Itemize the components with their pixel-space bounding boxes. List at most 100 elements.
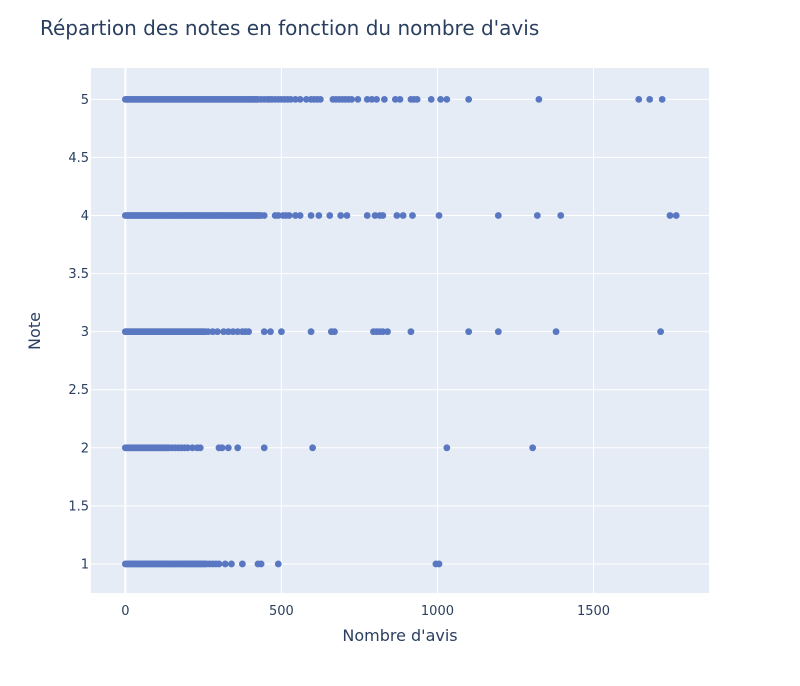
data-point	[228, 560, 235, 568]
data-point	[658, 95, 666, 103]
data-point	[287, 95, 295, 103]
data-point	[435, 212, 443, 219]
data-point	[257, 560, 265, 568]
x-axis-title: Nombre d'avis	[342, 626, 457, 645]
data-point	[317, 95, 324, 103]
data-point	[399, 212, 407, 219]
data-point	[296, 95, 304, 103]
data-point	[465, 328, 473, 336]
data-point	[391, 95, 399, 103]
data-point	[238, 560, 246, 568]
data-point	[267, 328, 274, 336]
data-point	[380, 95, 388, 103]
data-point	[277, 328, 285, 336]
data-point	[229, 328, 237, 336]
y-tick-label: 2	[81, 441, 89, 456]
data-point	[354, 95, 362, 103]
data-point	[348, 95, 356, 103]
data-point	[373, 95, 380, 103]
data-point	[343, 212, 351, 219]
data-point	[220, 328, 228, 336]
data-point	[435, 560, 443, 568]
data-point	[224, 444, 232, 452]
y-tick-label: 3	[81, 325, 89, 340]
data-point	[443, 444, 451, 452]
data-point	[221, 560, 229, 568]
data-point	[533, 212, 541, 219]
data-point	[407, 328, 415, 336]
data-point	[204, 328, 212, 336]
x-axis-ticks: 0 500 1000 1500	[121, 604, 610, 619]
data-point	[274, 212, 282, 219]
y-tick-label: 1.5	[68, 499, 89, 514]
data-point	[657, 328, 665, 336]
data-points	[121, 95, 680, 568]
data-point	[274, 560, 282, 568]
data-point	[309, 444, 317, 452]
data-point	[384, 328, 391, 336]
y-axis-title: Note	[25, 312, 44, 350]
y-tick-label: 4.5	[68, 151, 89, 166]
data-point	[494, 328, 502, 336]
data-point	[260, 212, 268, 219]
data-point	[427, 95, 435, 103]
data-point	[215, 560, 223, 568]
data-point	[494, 212, 502, 219]
data-point	[285, 212, 293, 219]
x-tick-label: 1000	[421, 604, 454, 619]
data-point	[189, 444, 196, 452]
data-point	[363, 95, 371, 103]
data-point	[331, 328, 338, 336]
data-point	[393, 212, 401, 219]
data-point	[260, 328, 268, 336]
data-point	[368, 95, 376, 103]
data-point	[646, 95, 654, 103]
data-point	[326, 212, 334, 219]
chart-title: Répartion des notes en fonction du nombr…	[40, 16, 539, 40]
data-point	[529, 444, 537, 452]
data-point	[209, 328, 217, 336]
data-point	[184, 444, 192, 452]
data-point	[437, 95, 444, 103]
data-point	[337, 212, 345, 219]
data-point	[635, 95, 643, 103]
y-tick-label: 2.5	[68, 383, 89, 398]
data-point	[260, 444, 268, 452]
data-point	[214, 328, 221, 336]
data-point	[413, 95, 421, 103]
data-point	[379, 328, 387, 336]
data-point	[371, 212, 379, 219]
data-point	[196, 444, 204, 452]
data-point	[307, 212, 315, 219]
data-point	[465, 95, 473, 103]
data-point	[218, 444, 226, 452]
data-point	[379, 212, 387, 219]
data-point	[557, 212, 565, 219]
data-point	[443, 95, 451, 103]
y-axis-ticks: 1 1.5 2 2.5 3 3.5 4 4.5 5	[68, 93, 89, 573]
data-point	[307, 328, 315, 336]
x-tick-label: 0	[121, 604, 129, 619]
data-point	[296, 212, 304, 219]
y-tick-label: 3.5	[68, 267, 89, 282]
data-point	[666, 212, 674, 219]
y-tick-label: 1	[81, 557, 89, 572]
data-point	[302, 95, 310, 103]
data-point	[396, 95, 404, 103]
data-point	[315, 212, 323, 219]
data-point	[234, 444, 242, 452]
x-tick-label: 500	[269, 604, 294, 619]
data-point	[292, 95, 299, 103]
data-point	[234, 328, 242, 336]
data-point	[409, 212, 416, 219]
x-tick-label: 1500	[577, 604, 610, 619]
y-tick-label: 5	[81, 93, 89, 108]
data-point	[292, 212, 299, 219]
data-point	[535, 95, 543, 103]
y-tick-label: 4	[81, 209, 89, 224]
data-point	[245, 328, 253, 336]
data-point	[672, 212, 680, 219]
data-point	[363, 212, 371, 219]
data-point	[224, 328, 232, 336]
